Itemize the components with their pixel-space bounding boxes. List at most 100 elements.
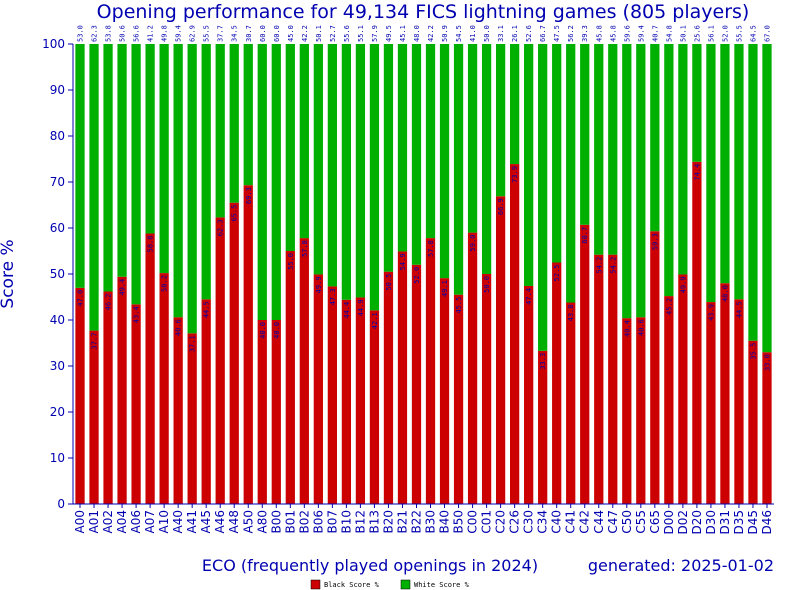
x-tick-label-D31: D31 <box>718 510 732 535</box>
x-axis: A00 A01 A02 A04 A06 A07 A10 A40 A41 A45 A46 A48 A50 A… <box>73 504 774 535</box>
bar-white-C26 <box>510 44 520 165</box>
bar-white-C41 <box>566 44 576 303</box>
bar-white-C44 <box>594 44 604 255</box>
x-tick-label-B13: B13 <box>367 510 381 534</box>
x-tick-label-A10: A10 <box>157 510 171 533</box>
data-label-white-C47: 45.8 <box>609 25 617 42</box>
data-label-white-A06: 56.6 <box>133 25 141 42</box>
data-label-black-C26: 73.9 <box>511 166 519 183</box>
bar-white-A07 <box>145 44 155 234</box>
bar-white-D35 <box>734 44 744 300</box>
data-label-black-A41: 37.1 <box>189 335 197 352</box>
bars-group <box>75 44 772 505</box>
bar-white-A00 <box>75 44 85 288</box>
bar-black-D35 <box>734 299 744 504</box>
bar-white-D45 <box>748 44 758 341</box>
bar-white-B40 <box>439 44 450 279</box>
bar-black-A02 <box>103 291 113 504</box>
bar-black-A50 <box>243 185 253 504</box>
bar-black-C44 <box>594 254 604 504</box>
data-label-white-B22: 48.0 <box>413 25 421 42</box>
bar-black-C34 <box>538 350 548 504</box>
x-tick-label-A46: A46 <box>213 510 227 533</box>
data-label-white-D00: 54.8 <box>665 25 673 42</box>
chart-title: Opening performance for 49,134 FICS ligh… <box>97 1 750 23</box>
legend: Black Score % White Score % <box>310 579 470 590</box>
bar-white-A80 <box>257 44 267 320</box>
data-label-white-B06: 50.1 <box>315 25 323 42</box>
bar-black-B30 <box>425 238 436 504</box>
bar-black-B01 <box>285 251 295 504</box>
bar-black-C42 <box>580 224 590 504</box>
data-label-black-B12: 44.9 <box>357 299 365 316</box>
x-tick-label-C50: C50 <box>620 510 634 534</box>
bar-black-D46 <box>762 352 772 504</box>
x-tick-label-B02: B02 <box>297 510 311 534</box>
data-label-black-B22: 52.0 <box>413 267 421 284</box>
bar-white-C01 <box>481 44 492 274</box>
data-label-white-A46: 37.7 <box>217 25 225 42</box>
x-tick-label-C55: C55 <box>634 510 648 534</box>
bar-black-B02 <box>299 238 309 504</box>
data-label-white-C20: 33.1 <box>497 25 505 42</box>
data-label-black-C40: 52.5 <box>553 265 561 282</box>
bar-white-B00 <box>271 44 281 320</box>
data-label-white-A07: 41.2 <box>147 25 155 42</box>
data-label-white-D46: 67.0 <box>763 25 771 42</box>
bar-black-B07 <box>327 286 337 504</box>
x-tick-label-A40: A40 <box>171 510 185 533</box>
data-label-black-B00: 40.0 <box>273 322 281 339</box>
x-tick-label-C41: C41 <box>564 510 578 534</box>
bar-white-A46 <box>215 44 225 218</box>
bar-white-B21 <box>397 44 408 252</box>
data-label-white-B20: 49.5 <box>385 25 393 42</box>
data-label-white-A10: 49.8 <box>161 25 169 42</box>
bar-white-A48 <box>229 44 239 203</box>
bar-black-D20 <box>692 161 702 504</box>
bar-black-D00 <box>664 296 674 504</box>
bar-white-B07 <box>327 44 337 287</box>
x-tick-label-C20: C20 <box>494 510 508 534</box>
data-label-black-C55: 40.6 <box>637 319 645 336</box>
bar-black-B06 <box>313 274 323 504</box>
bar-white-D00 <box>664 44 674 297</box>
data-label-black-A02: 46.2 <box>105 293 113 310</box>
x-tick-label-B40: B40 <box>438 510 452 534</box>
bar-white-B02 <box>299 44 309 239</box>
data-label-black-A48: 65.5 <box>231 205 239 222</box>
data-label-white-C34: 66.7 <box>539 25 547 42</box>
data-label-white-A04: 50.6 <box>119 25 127 42</box>
x-tick-label-A01: A01 <box>87 510 101 533</box>
data-label-black-C30: 47.4 <box>525 288 533 305</box>
x-tick-label-C47: C47 <box>606 510 620 534</box>
x-tick-label-B12: B12 <box>353 510 367 534</box>
data-label-white-A50: 30.7 <box>245 25 253 42</box>
data-label-black-D45: 35.5 <box>749 343 757 360</box>
data-label-black-B40: 49.1 <box>441 280 449 297</box>
x-tick-label-A48: A48 <box>227 510 241 533</box>
bar-black-D45 <box>748 340 758 504</box>
x-tick-label-B30: B30 <box>424 510 438 534</box>
bar-black-A10 <box>159 273 169 504</box>
data-label-black-A01: 37.7 <box>91 333 99 350</box>
data-label-white-A02: 53.8 <box>105 25 113 42</box>
data-label-black-A10: 50.2 <box>161 275 169 292</box>
bar-white-C20 <box>495 44 506 197</box>
bar-white-B22 <box>411 44 422 265</box>
data-label-white-D31: 52.0 <box>721 25 729 42</box>
bar-black-A40 <box>173 317 183 504</box>
x-tick-label-A80: A80 <box>255 510 269 533</box>
data-label-black-A06: 43.4 <box>133 306 141 323</box>
data-label-black-D00: 45.2 <box>665 298 673 315</box>
data-label-black-D20: 74.4 <box>693 164 701 181</box>
data-label-black-A45: 44.5 <box>203 301 211 318</box>
data-label-black-B06: 49.9 <box>315 276 323 293</box>
y-tick-label: 60 <box>50 221 65 235</box>
y-tick-label: 0 <box>57 497 65 511</box>
data-label-white-C65: 40.7 <box>651 25 659 42</box>
data-label-black-A00: 47.0 <box>77 290 85 307</box>
data-label-white-D30: 56.1 <box>707 25 715 42</box>
y-tick-label: 50 <box>50 267 65 281</box>
bar-white-C30 <box>524 44 534 286</box>
data-label-white-B21: 45.1 <box>399 25 407 42</box>
